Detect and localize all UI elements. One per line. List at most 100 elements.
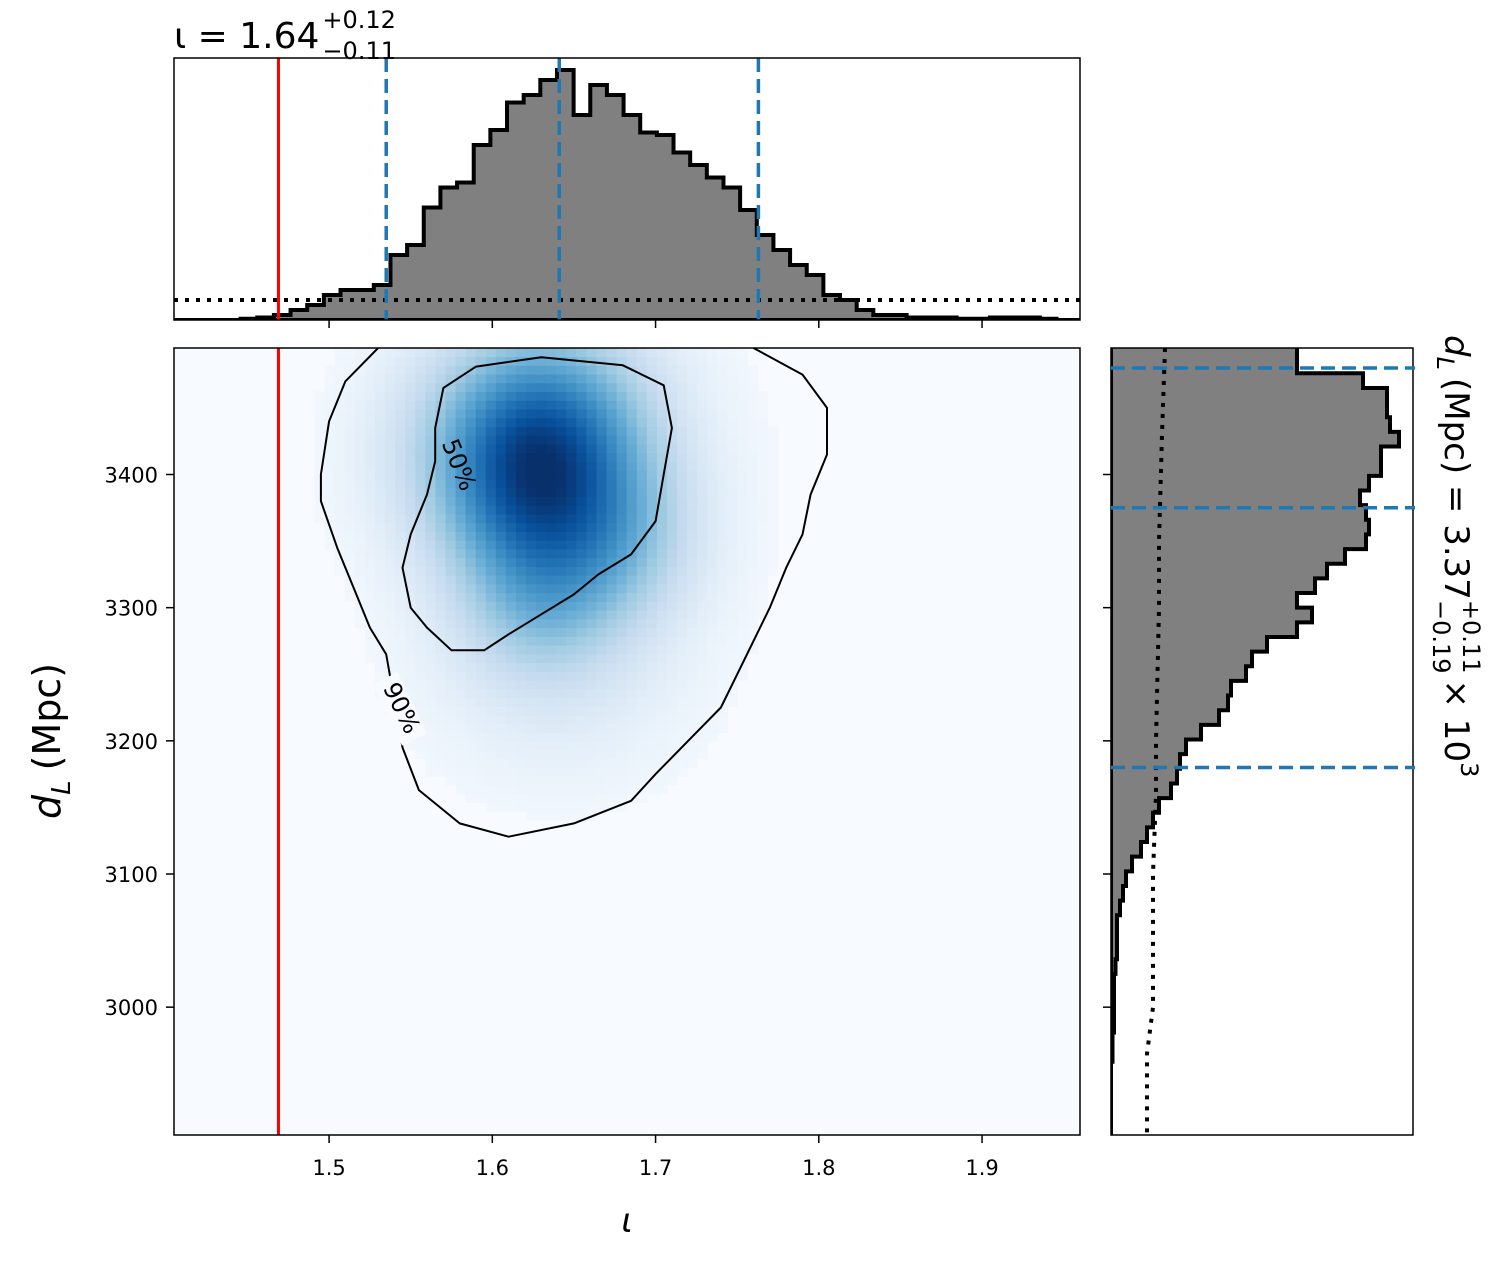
heatmap-cell xyxy=(465,636,477,646)
heatmap-cell xyxy=(485,382,497,393)
heatmap-cell xyxy=(445,714,457,725)
heatmap-cell xyxy=(435,601,447,611)
heatmap-cell xyxy=(626,373,638,384)
heatmap-cell xyxy=(626,723,638,734)
heatmap-cell xyxy=(687,706,698,716)
heatmap-cell xyxy=(687,723,698,734)
heatmap-cell xyxy=(435,522,447,532)
heatmap-cell xyxy=(576,697,588,707)
heatmap-cell xyxy=(405,348,416,358)
heatmap-cell xyxy=(354,443,366,454)
heatmap-cell xyxy=(515,426,527,436)
heatmap-cell xyxy=(475,478,487,489)
heatmap-cell xyxy=(495,452,507,462)
heatmap-cell xyxy=(586,636,598,646)
heatmap-cell xyxy=(405,653,416,664)
heatmap-cell xyxy=(475,575,487,585)
heatmap-cell xyxy=(586,732,598,742)
heatmap-cell xyxy=(747,452,759,462)
heatmap-cell xyxy=(344,443,356,454)
heatmap-cell xyxy=(334,435,346,445)
heatmap-cell xyxy=(435,452,447,462)
x-tick-label: 1.8 xyxy=(802,1156,835,1180)
heatmap-cell xyxy=(395,627,406,637)
heatmap-cell xyxy=(395,382,406,393)
heatmap-cell xyxy=(485,435,497,445)
heatmap-cell xyxy=(415,487,426,497)
heatmap-cell xyxy=(556,662,567,672)
heatmap-cell xyxy=(626,645,638,655)
heatmap-cell xyxy=(687,610,698,620)
heatmap-cell xyxy=(576,793,588,804)
heatmap-cell xyxy=(677,697,688,707)
heatmap-cell xyxy=(415,426,426,436)
heatmap-cell xyxy=(757,478,769,489)
heatmap-cell xyxy=(405,391,416,401)
heatmap-cell xyxy=(505,592,517,602)
heatmap-cell xyxy=(757,566,769,576)
heatmap-cell xyxy=(666,679,678,690)
heatmap-cell xyxy=(717,391,728,401)
heatmap-cell xyxy=(495,382,507,393)
heatmap-cell xyxy=(556,566,567,576)
heatmap-cell xyxy=(747,443,759,454)
heatmap-cell xyxy=(697,400,708,410)
heatmap-cell xyxy=(747,575,759,585)
heatmap-cell xyxy=(344,356,356,366)
heatmap-cell xyxy=(737,487,749,497)
heatmap-cell xyxy=(677,548,688,559)
heatmap-cell xyxy=(656,531,668,541)
heatmap-cell xyxy=(546,408,557,419)
heatmap-cell xyxy=(515,627,527,637)
heatmap-cell xyxy=(626,575,638,585)
heatmap-cell xyxy=(395,601,406,611)
heatmap-cell xyxy=(656,645,668,655)
heatmap-cell xyxy=(445,356,457,366)
heatmap-cell xyxy=(636,557,648,567)
heatmap-cell xyxy=(687,426,698,436)
heatmap-cell xyxy=(546,391,557,401)
heatmap-cell xyxy=(576,811,588,821)
heatmap-cell xyxy=(616,697,628,707)
heatmap-cell xyxy=(536,400,547,410)
heatmap-cell xyxy=(677,356,688,366)
heatmap-cell xyxy=(596,793,608,804)
heatmap-cell xyxy=(656,426,668,436)
heatmap-cell xyxy=(546,662,557,672)
heatmap-cell xyxy=(666,776,678,786)
heatmap-cell xyxy=(646,610,658,620)
heatmap-cell xyxy=(606,443,618,454)
heatmap-cell xyxy=(767,540,779,550)
heatmap-cell xyxy=(546,714,557,725)
heatmap-cell xyxy=(606,461,618,471)
heatmap-cell xyxy=(435,662,447,672)
heatmap-cell xyxy=(566,688,577,699)
heatmap-cell xyxy=(445,671,457,681)
heatmap-cell xyxy=(485,426,497,436)
heatmap-cell xyxy=(596,531,608,541)
heatmap-cell xyxy=(576,618,588,629)
heatmap-cell xyxy=(405,452,416,462)
heatmap-cell xyxy=(495,592,507,602)
heatmap-cell xyxy=(515,452,527,462)
heatmap-cell xyxy=(505,426,517,436)
heatmap-cell xyxy=(375,382,386,393)
heatmap-cell xyxy=(677,671,688,681)
heatmap-cell xyxy=(526,802,537,812)
heatmap-cell xyxy=(576,470,588,480)
heatmap-cell xyxy=(737,583,749,594)
heatmap-cell xyxy=(526,400,537,410)
heatmap-cell xyxy=(385,662,396,672)
heatmap-cell xyxy=(717,435,728,445)
heatmap-cell xyxy=(757,610,769,620)
heatmap-cell xyxy=(737,557,749,567)
heatmap-cell xyxy=(626,452,638,462)
heatmap-cell xyxy=(566,513,577,524)
heatmap-cell xyxy=(334,496,346,506)
heatmap-cell xyxy=(405,417,416,427)
heatmap-cell xyxy=(767,505,779,515)
heatmap-cell xyxy=(616,653,628,664)
heatmap-cell xyxy=(385,592,396,602)
heatmap-cell xyxy=(707,671,718,681)
heatmap-cell xyxy=(546,723,557,734)
